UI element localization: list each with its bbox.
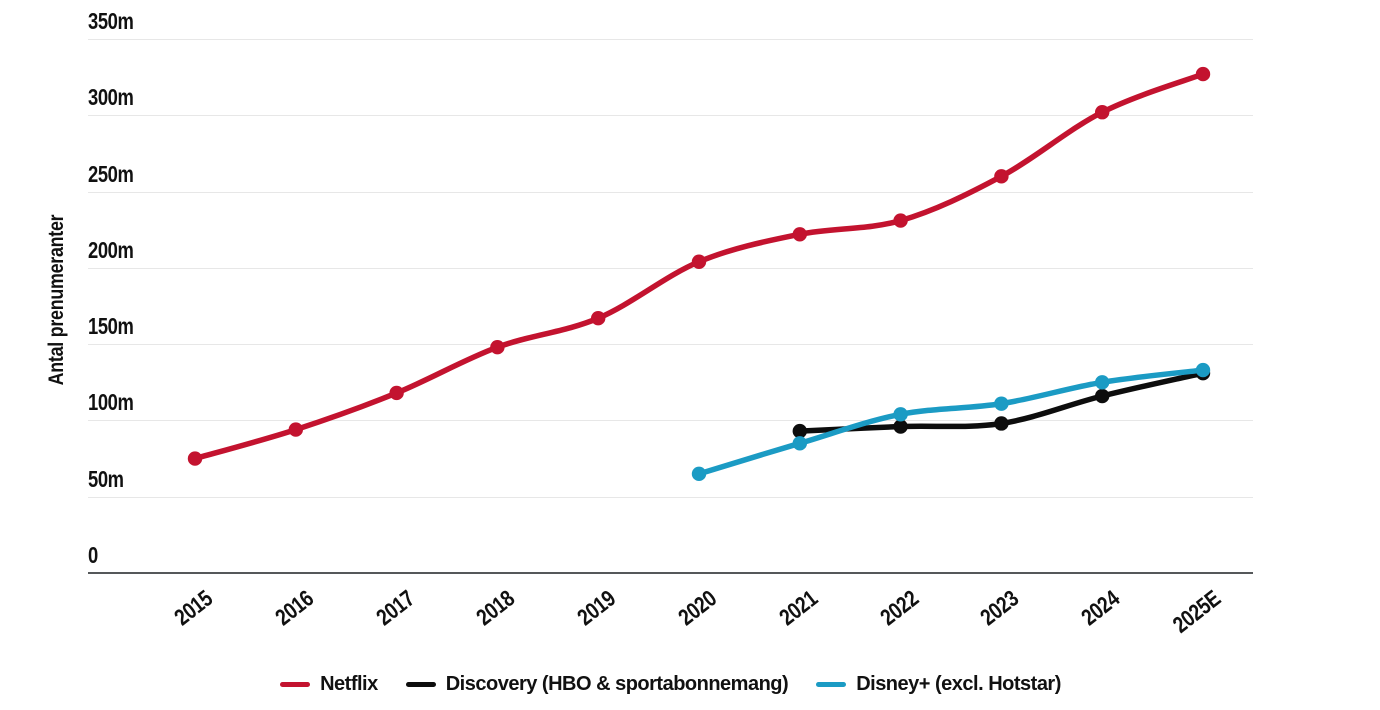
data-point-discovery-hbo-sportabonnemang (792, 423, 807, 439)
data-point-disney-excl-hotstar (994, 396, 1009, 411)
data-point-disney-excl-hotstar (792, 436, 807, 451)
y-tick-label: 150m (88, 313, 134, 340)
data-point-disney-excl-hotstar (1195, 362, 1211, 378)
y-tick-label: 50m (88, 465, 124, 492)
y-tick-label: 0 (88, 542, 98, 568)
y-tick-label: 100m (88, 389, 134, 416)
y-tick-label: 250m (88, 160, 134, 187)
data-point-netflix (1195, 66, 1211, 82)
data-point-netflix (187, 451, 203, 466)
gridline (88, 115, 1253, 117)
data-point-netflix (288, 422, 303, 437)
x-axis-line (88, 572, 1253, 574)
gridline (88, 191, 1253, 193)
legend-label-netflix: Netflix (320, 672, 378, 695)
data-point-netflix (792, 227, 807, 242)
y-tick-label: 350m (88, 8, 134, 34)
data-point-netflix (591, 311, 606, 326)
data-point-netflix (490, 339, 505, 355)
gridline (88, 267, 1253, 269)
legend-item-netflix: Netflix (280, 673, 378, 696)
data-point-netflix (389, 385, 404, 401)
series-line-disney-excl-hotstar (696, 367, 1206, 477)
legend-swatch-netflix (280, 681, 311, 687)
data-point-discovery-hbo-sportabonnemang (893, 419, 908, 434)
data-point-disney-excl-hotstar (893, 407, 908, 422)
y-tick-label: 300m (88, 84, 134, 111)
data-point-discovery-hbo-sportabonnemang (1095, 388, 1110, 404)
gridline (88, 344, 1253, 346)
y-tick-label: 200m (88, 236, 134, 263)
data-point-discovery-hbo-sportabonnemang (994, 416, 1009, 431)
legend-swatch-discovery-hbo-sportabonnemang (405, 681, 436, 687)
legend-item-discovery-hbo-sportabonnemang: Discovery (HBO & sportabonnemang) (405, 672, 789, 696)
data-point-netflix (893, 213, 908, 228)
data-point-disney-excl-hotstar (691, 466, 707, 482)
legend-label-discovery-hbo-sportabonnemang: Discovery (HBO & sportabonnemang) (445, 672, 789, 695)
data-point-disney-excl-hotstar (1095, 375, 1110, 390)
legend: Netflix Discovery (HBO & sportabonnemang)… (88, 668, 1253, 700)
legend-item-disney-excl-hotstar: Disney+ (excl. Hotstar) (816, 673, 1061, 696)
legend-label-disney-excl-hotstar: Disney+ (excl. Hotstar) (856, 672, 1061, 695)
data-point-netflix (1095, 105, 1110, 120)
gridline (88, 420, 1253, 422)
legend-swatch-disney-excl-hotstar (816, 681, 847, 687)
data-point-netflix (994, 169, 1009, 184)
data-point-netflix (691, 254, 707, 269)
gridline (88, 39, 1253, 40)
gridline (88, 496, 1253, 498)
